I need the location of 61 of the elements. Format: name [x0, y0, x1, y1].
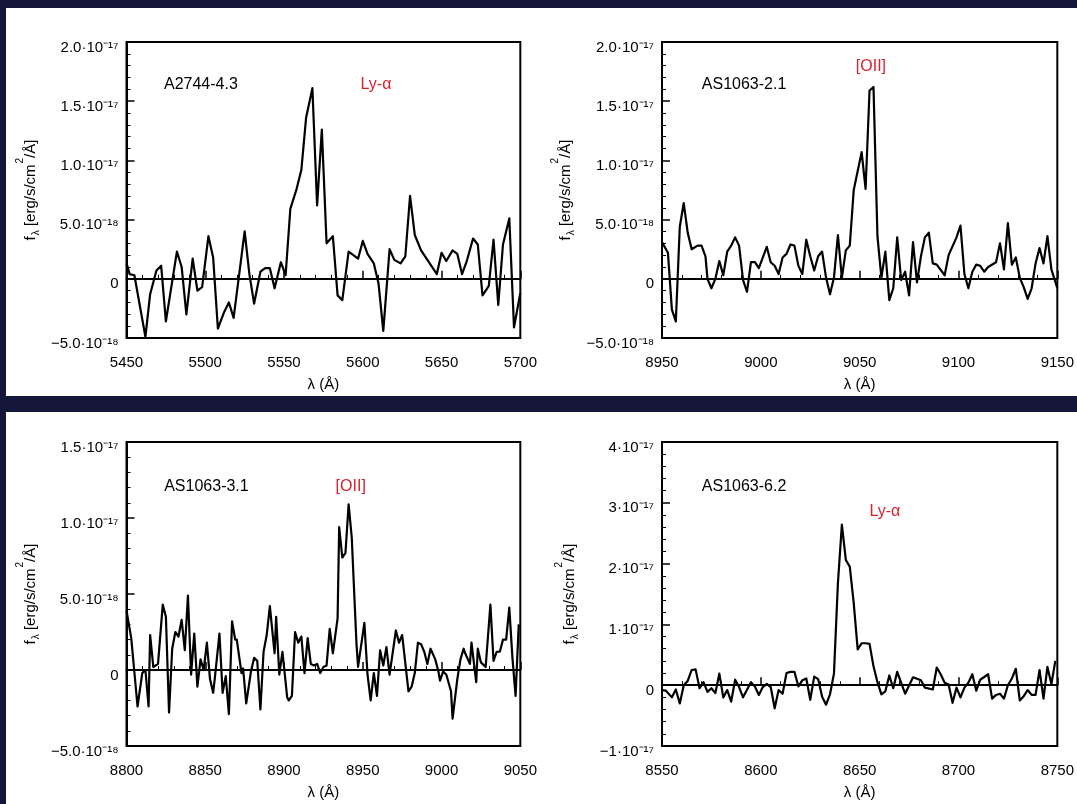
y-tick-label: 0 [110, 665, 119, 683]
x-tick-label: 8950 [645, 353, 679, 370]
y-axis-title: fλ [erg/s/cm2/Å] [548, 139, 576, 241]
y-tick-label: 1.0·10⁻¹⁷ [60, 513, 119, 531]
y-tick-label: −5.0·10⁻¹⁸ [50, 333, 119, 351]
x-tick-label: 9050 [503, 761, 537, 778]
x-tick-label: 9050 [842, 353, 877, 370]
y-tick-label: 0 [110, 274, 119, 292]
y-tick-label: 2.0·10⁻¹⁷ [596, 37, 654, 55]
y-tick-label: 1·10⁻¹⁷ [608, 619, 654, 637]
y-tick-label: 0 [645, 680, 654, 698]
x-axis-title: λ (Å) [843, 375, 876, 392]
x-tick-label: 9000 [744, 353, 778, 370]
y-tick-label: 2·10⁻¹⁷ [608, 559, 654, 577]
x-tick-label: 5450 [109, 353, 144, 370]
annotation: AS1063-3.1 [164, 477, 249, 495]
x-tick-label: 8750 [1040, 761, 1074, 778]
x-tick-label: 5700 [503, 353, 537, 370]
y-tick-label: 2.0·10⁻¹⁷ [60, 37, 119, 55]
x-tick-label: 8600 [744, 761, 778, 778]
x-tick-label: 5550 [267, 353, 301, 370]
x-tick-label: 8950 [346, 761, 380, 778]
y-tick-label: 5.0·10⁻¹⁸ [595, 215, 654, 233]
x-tick-label: 5500 [188, 353, 222, 370]
x-tick-label: 8700 [941, 761, 976, 778]
y-tick-label: −5.0·10⁻¹⁸ [586, 333, 654, 351]
y-tick-label: −1·10⁻¹⁷ [599, 741, 654, 759]
x-tick-label: 5600 [346, 353, 380, 370]
y-axis-title: fλ [erg/s/cm2/Å] [13, 139, 41, 241]
x-tick-label: 8850 [188, 761, 222, 778]
y-tick-label: 5.0·10⁻¹⁸ [59, 589, 119, 607]
x-tick-label: 8900 [267, 761, 301, 778]
annotation: Ly-α [360, 75, 392, 93]
y-axis-title: fλ [erg/s/cm2/Å] [552, 543, 580, 645]
x-axis-title: λ (Å) [307, 783, 340, 800]
y-tick-label: 1.0·10⁻¹⁷ [596, 155, 654, 173]
y-tick-label: 3·10⁻¹⁷ [608, 498, 654, 516]
x-tick-label: 8800 [109, 761, 144, 778]
x-tick-label: 5650 [424, 353, 459, 370]
y-tick-label: 5.0·10⁻¹⁸ [59, 215, 119, 233]
x-tick-label: 8550 [645, 761, 679, 778]
x-tick-label: 9100 [941, 353, 976, 370]
x-tick-label: 8650 [842, 761, 877, 778]
y-tick-label: −5.0·10⁻¹⁸ [50, 741, 119, 759]
y-tick-label: 1.0·10⁻¹⁷ [60, 155, 119, 173]
x-tick-label: 9000 [424, 761, 459, 778]
annotation: Ly-α [869, 502, 901, 520]
y-tick-label: 0 [645, 274, 654, 292]
annotation: [OII] [855, 57, 887, 75]
annotation: AS1063-2.1 [701, 75, 787, 93]
x-tick-label: 9150 [1040, 353, 1074, 370]
annotation: A2744-4.3 [164, 75, 238, 93]
y-tick-label: 4·10⁻¹⁷ [608, 437, 654, 455]
annotation: [OII] [335, 477, 366, 495]
y-tick-label: 1.5·10⁻¹⁷ [60, 437, 119, 455]
y-tick-label: 1.5·10⁻¹⁷ [596, 96, 654, 114]
annotation: AS1063-6.2 [701, 477, 787, 495]
y-axis-title: fλ [erg/s/cm2/Å] [13, 543, 41, 645]
y-tick-label: 1.5·10⁻¹⁷ [60, 96, 119, 114]
x-axis-title: λ (Å) [307, 375, 340, 392]
x-axis-title: λ (Å) [843, 783, 876, 800]
